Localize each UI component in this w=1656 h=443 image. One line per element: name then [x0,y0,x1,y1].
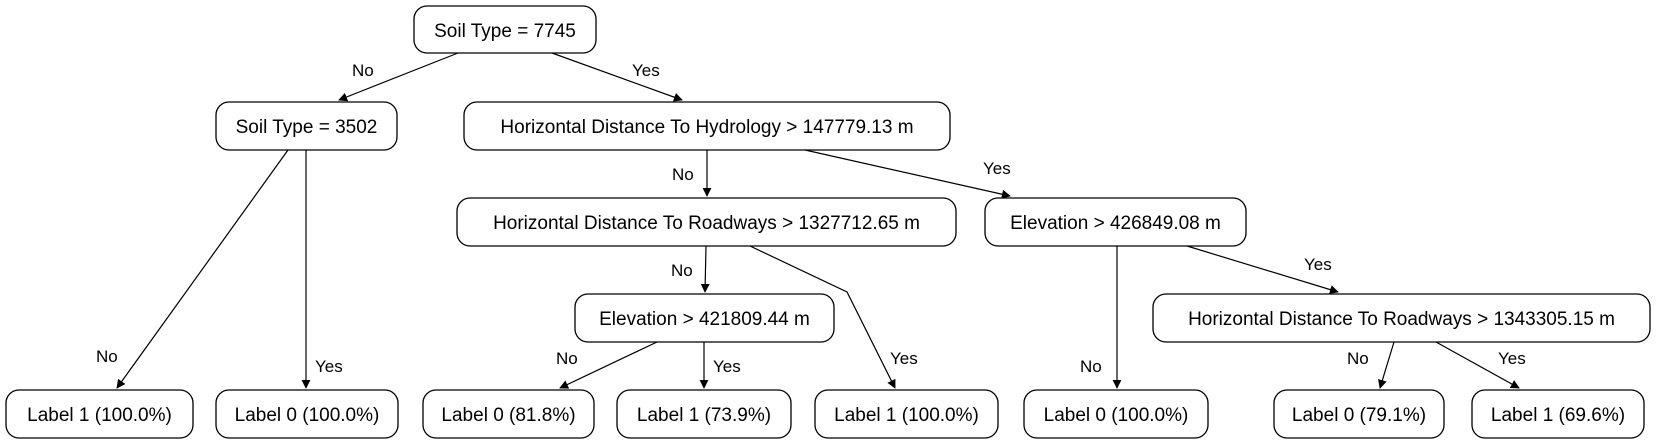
edge-label-n0-n1: No [352,61,374,80]
edge-label-n7-n9: No [556,349,578,368]
edge-n7-n9: No [556,341,658,389]
node-hydrology-split: Horizontal Distance To Hydrology > 14777… [463,101,951,151]
node-label: Horizontal Distance To Hydrology > 14777… [500,117,913,138]
edge-label-n1-n3: No [96,347,118,366]
edge-label-n12-n13: No [1347,349,1369,368]
node-label: Label 1 (100.0%) [27,405,172,426]
node-label: Label 0 (100.0%) [235,405,380,426]
node-elevation-split-1: Elevation > 426849.08 m [984,197,1247,247]
node-leaf-label-0-81-8: Label 0 (81.8%) [422,389,595,439]
node-leaf-label-1-73-9: Label 1 (73.9%) [616,389,792,439]
edge-label-n7-n10: Yes [713,357,741,376]
node-leaf-label-1-100: Label 1 (100.0%) [5,389,194,439]
edge-n0-n2: Yes [551,52,683,102]
edge-n12-n13: No [1347,341,1395,389]
edge-n5-n7: No [671,245,710,293]
node-label: Horizontal Distance To Roadways > 134330… [1188,309,1615,330]
node-label: Horizontal Distance To Roadways > 132771… [493,213,920,234]
edge-n12-n14: Yes [1435,341,1526,389]
edge-label-n2-n5: No [672,165,694,184]
edge-n7-n10: Yes [699,342,741,389]
edge-label-n12-n14: Yes [1498,349,1526,368]
edge-n2-n5: No [672,150,712,197]
node-leaf-label-0-100: Label 0 (100.0%) [215,389,399,439]
node-leaf-label-0-79-1: Label 0 (79.1%) [1273,389,1445,439]
node-soil-type-7745: Soil Type = 7745 [413,5,597,54]
node-label: Soil Type = 7745 [434,21,576,42]
node-label: Elevation > 421809.44 m [599,309,810,330]
edge-n1-n3: No [96,149,289,389]
edge-n1-n4: Yes [301,150,343,389]
node-leaf-label-1-69-6: Label 1 (69.6%) [1471,389,1645,439]
node-label: Label 0 (81.8%) [441,405,575,426]
edge-n5-n8: Yes [749,245,918,389]
edge-label-n5-n7: No [671,261,693,280]
node-label: Label 1 (100.0%) [834,405,979,426]
node-leaf-label-1-100-b: Label 1 (100.0%) [814,389,999,439]
node-roadways-split-1: Horizontal Distance To Roadways > 132771… [456,197,957,247]
node-elevation-split-2: Elevation > 421809.44 m [574,293,835,343]
node-leaf-label-0-100-b: Label 0 (100.0%) [1023,389,1209,439]
node-label: Label 1 (69.6%) [1491,405,1625,426]
edge-n6-n12: Yes [1186,245,1339,294]
node-soil-type-3502: Soil Type = 3502 [215,101,398,151]
edge-n2-n6: Yes [804,149,1011,199]
node-label: Label 1 (73.9%) [637,405,771,426]
node-label: Label 0 (79.1%) [1292,405,1426,426]
node-roadways-split-2: Horizontal Distance To Roadways > 134330… [1152,293,1651,343]
edge-label-n6-n12: Yes [1304,255,1332,274]
edge-label-n0-n2: Yes [632,61,660,80]
node-label: Soil Type = 3502 [236,117,378,138]
node-label: Elevation > 426849.08 m [1010,213,1221,234]
edge-label-n2-n6: Yes [983,159,1011,178]
edge-n0-n1: No [338,52,459,102]
edge-label-n5-n8: Yes [890,349,918,368]
edge-label-n1-n4: Yes [315,357,343,376]
edge-n6-n11: No [1080,246,1122,389]
edge-label-n6-n11: No [1080,357,1102,376]
node-label: Label 0 (100.0%) [1044,405,1189,426]
